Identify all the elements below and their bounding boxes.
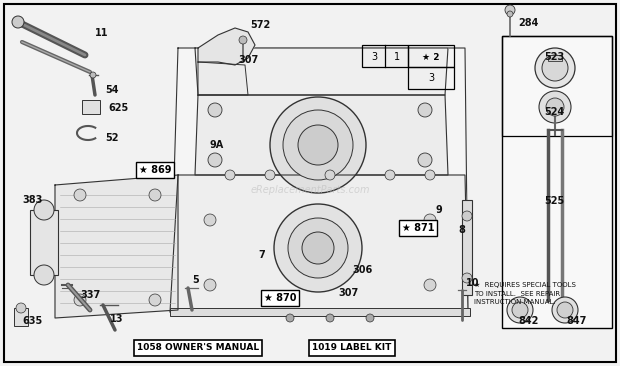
Text: 635: 635 — [22, 316, 42, 326]
Circle shape — [149, 189, 161, 201]
Text: ★  REQUIRES SPECIAL TOOLS
TO INSTALL.  SEE REPAIR
INSTRUCTION MANUAL.: ★ REQUIRES SPECIAL TOOLS TO INSTALL. SEE… — [474, 282, 576, 305]
Circle shape — [507, 11, 513, 17]
Circle shape — [424, 279, 436, 291]
Text: 523: 523 — [544, 52, 564, 62]
Circle shape — [424, 214, 436, 226]
Bar — [30, 210, 58, 275]
Polygon shape — [198, 62, 248, 95]
Text: 842: 842 — [518, 316, 538, 326]
Text: 1019 LABEL KIT: 1019 LABEL KIT — [312, 344, 392, 352]
Polygon shape — [198, 28, 255, 65]
Circle shape — [557, 302, 573, 318]
Text: 525: 525 — [544, 196, 564, 206]
Circle shape — [385, 170, 395, 180]
Bar — [362, 45, 408, 67]
Bar — [82, 100, 100, 114]
Bar — [502, 36, 612, 136]
Bar — [548, 55, 562, 61]
Text: ★ 869: ★ 869 — [139, 165, 171, 175]
Polygon shape — [195, 48, 448, 95]
Circle shape — [265, 170, 275, 180]
Text: 5: 5 — [192, 275, 199, 285]
Bar — [502, 36, 612, 328]
Circle shape — [462, 273, 472, 283]
Circle shape — [512, 302, 528, 318]
Bar — [14, 308, 28, 326]
Polygon shape — [170, 48, 468, 312]
Circle shape — [16, 303, 26, 313]
Text: ★ 870: ★ 870 — [264, 293, 296, 303]
Circle shape — [283, 110, 353, 180]
Circle shape — [302, 232, 334, 264]
Text: 52: 52 — [105, 133, 118, 143]
Polygon shape — [55, 175, 178, 318]
Circle shape — [325, 170, 335, 180]
Bar — [462, 200, 472, 295]
Circle shape — [546, 98, 564, 116]
Text: 11: 11 — [95, 28, 108, 38]
Circle shape — [90, 72, 96, 78]
Circle shape — [239, 36, 247, 44]
Polygon shape — [195, 95, 448, 175]
Text: 8: 8 — [458, 225, 465, 235]
Text: 847: 847 — [566, 316, 587, 326]
Circle shape — [34, 265, 54, 285]
Circle shape — [535, 48, 575, 88]
Bar — [408, 45, 454, 67]
Text: 54: 54 — [105, 85, 118, 95]
Text: eReplacementParts.com: eReplacementParts.com — [250, 185, 370, 195]
Text: 307: 307 — [338, 288, 358, 298]
Circle shape — [204, 214, 216, 226]
Text: 306: 306 — [352, 265, 372, 275]
Circle shape — [418, 103, 432, 117]
Circle shape — [12, 16, 24, 28]
Circle shape — [425, 170, 435, 180]
Circle shape — [366, 314, 374, 322]
Circle shape — [270, 97, 366, 193]
Circle shape — [288, 218, 348, 278]
Text: ★ 2: ★ 2 — [422, 52, 440, 61]
Circle shape — [542, 55, 568, 81]
Text: 1058 OWNER'S MANUAL: 1058 OWNER'S MANUAL — [137, 344, 259, 352]
Circle shape — [208, 153, 222, 167]
Text: 10: 10 — [466, 278, 479, 288]
Bar — [408, 67, 454, 89]
Text: 9: 9 — [436, 205, 443, 215]
Circle shape — [298, 125, 338, 165]
Circle shape — [149, 294, 161, 306]
Circle shape — [204, 279, 216, 291]
Text: 13: 13 — [110, 314, 123, 324]
Text: 524: 524 — [544, 107, 564, 117]
Text: 9A: 9A — [210, 140, 224, 150]
Circle shape — [418, 153, 432, 167]
Circle shape — [539, 91, 571, 123]
Text: 7: 7 — [258, 250, 265, 260]
Circle shape — [74, 189, 86, 201]
Circle shape — [74, 294, 86, 306]
Text: 383: 383 — [22, 195, 42, 205]
Text: 3: 3 — [428, 73, 434, 83]
Text: 307: 307 — [238, 55, 259, 65]
Circle shape — [507, 297, 533, 323]
Circle shape — [462, 211, 472, 221]
Text: 572: 572 — [250, 20, 270, 30]
Text: 625: 625 — [108, 103, 128, 113]
Polygon shape — [170, 175, 468, 312]
Bar — [170, 308, 470, 316]
Text: 1: 1 — [394, 52, 400, 62]
Circle shape — [505, 5, 515, 15]
Circle shape — [208, 103, 222, 117]
Text: 284: 284 — [518, 18, 538, 28]
Circle shape — [34, 200, 54, 220]
Text: 3: 3 — [371, 52, 377, 62]
Circle shape — [225, 170, 235, 180]
Text: 337: 337 — [80, 290, 100, 300]
Circle shape — [286, 314, 294, 322]
Circle shape — [274, 204, 362, 292]
Circle shape — [326, 314, 334, 322]
Text: ★ 871: ★ 871 — [402, 223, 434, 233]
Circle shape — [552, 297, 578, 323]
